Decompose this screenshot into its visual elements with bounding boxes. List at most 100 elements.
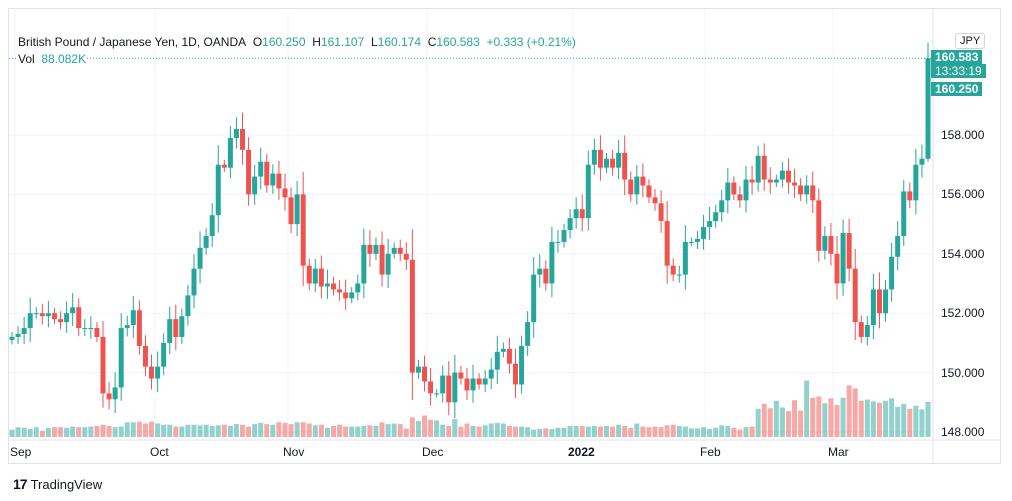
candle-body xyxy=(810,185,816,201)
volume-bar xyxy=(288,424,294,437)
candle-body xyxy=(488,369,494,379)
time-axis-label: Oct xyxy=(150,445,169,459)
candle-body xyxy=(870,289,876,326)
candle-body xyxy=(258,161,264,177)
candle-body xyxy=(567,218,573,231)
volume-bar xyxy=(227,425,233,437)
candle-body xyxy=(585,164,591,219)
volume-bar xyxy=(452,419,458,437)
volume-bar xyxy=(622,425,628,437)
volume-bar xyxy=(731,427,737,437)
volume-bar xyxy=(804,380,810,437)
volume-bar xyxy=(373,425,379,437)
volume-value: 88.082K xyxy=(41,52,87,66)
candle-body xyxy=(15,333,21,337)
volume-bar xyxy=(51,427,57,437)
volume-bar xyxy=(658,427,664,437)
volume-bar xyxy=(124,422,130,437)
candle-body xyxy=(749,179,755,183)
volume-bar xyxy=(191,424,197,437)
volume-bar xyxy=(270,424,276,437)
candle-body xyxy=(652,197,658,204)
volume-bar xyxy=(876,402,882,437)
volume-bar xyxy=(707,429,713,437)
candle-body xyxy=(670,265,676,275)
volume-bar xyxy=(112,427,118,437)
candle-body xyxy=(233,129,239,138)
candle-body xyxy=(500,348,506,352)
volume-bar xyxy=(512,426,518,437)
volume-bar xyxy=(118,426,124,437)
candle-body xyxy=(379,244,385,275)
time-axis-label: Nov xyxy=(283,445,305,459)
volume-bar xyxy=(428,419,434,437)
volume-bar xyxy=(816,396,822,437)
candle-body xyxy=(136,310,142,346)
volume-bar xyxy=(913,405,919,437)
volume-bar xyxy=(306,423,312,437)
volume-bar xyxy=(907,408,913,437)
volume-bar xyxy=(94,425,100,437)
volume-bar xyxy=(100,424,106,437)
brand-name: TradingView xyxy=(30,476,103,492)
candle-body xyxy=(349,292,355,299)
volume-bar xyxy=(773,400,779,437)
candle-body xyxy=(573,209,579,219)
volume-bar xyxy=(500,423,506,437)
volume-bar xyxy=(895,406,901,437)
volume-bar xyxy=(9,429,15,437)
candle-body xyxy=(610,158,616,168)
volume-bar xyxy=(45,427,51,437)
volume-bar xyxy=(470,425,476,437)
candle-body xyxy=(391,247,397,254)
candle-body xyxy=(142,345,148,367)
candle-body xyxy=(203,235,209,248)
volume-bar xyxy=(494,422,500,437)
currency-button[interactable]: JPY xyxy=(955,33,986,49)
volume-bar xyxy=(670,424,676,437)
candle-body xyxy=(246,149,252,195)
volume-bar xyxy=(597,426,603,437)
candle-body xyxy=(482,378,488,385)
candle-body xyxy=(512,363,518,385)
volume-bar xyxy=(64,427,70,437)
volume-bar xyxy=(39,430,45,437)
volume-bar xyxy=(136,421,142,437)
volume-bar xyxy=(106,425,112,437)
candle-body xyxy=(124,325,130,329)
tradingview-logo[interactable]: 17 TradingView xyxy=(13,476,102,492)
volume-bar xyxy=(233,424,239,437)
volume-bar xyxy=(901,403,907,437)
candle-body xyxy=(130,310,136,326)
candle-body xyxy=(27,313,33,329)
candle-body xyxy=(682,241,688,275)
candle-body xyxy=(458,372,464,379)
volume-bar xyxy=(628,427,634,437)
candle-body xyxy=(324,283,330,287)
candle-body xyxy=(476,378,482,385)
volume-bar xyxy=(246,426,252,437)
volume-bar xyxy=(391,423,397,437)
candle-body xyxy=(864,325,870,337)
candle-body xyxy=(555,241,561,243)
candle-body xyxy=(895,235,901,257)
candle-body xyxy=(112,387,118,400)
symbol-title: British Pound / Japanese Yen, 1D, OANDA xyxy=(18,35,247,49)
candle-body xyxy=(58,319,64,323)
candle-body xyxy=(282,188,288,198)
volume-bar xyxy=(852,388,858,437)
volume-bar xyxy=(610,426,616,437)
candle-body xyxy=(840,233,846,284)
volume-label: Vol xyxy=(18,52,35,66)
high-value: 161.107 xyxy=(320,35,365,49)
time-axis-label: Sep xyxy=(10,445,32,459)
volume-bar xyxy=(15,427,21,437)
candle-body xyxy=(161,342,167,367)
volume-bar xyxy=(506,425,512,437)
volume-bar xyxy=(840,397,846,437)
candle-body xyxy=(300,194,306,266)
candle-body xyxy=(743,179,749,201)
volume-bar xyxy=(440,424,446,437)
low-value: 160.174 xyxy=(377,35,422,49)
